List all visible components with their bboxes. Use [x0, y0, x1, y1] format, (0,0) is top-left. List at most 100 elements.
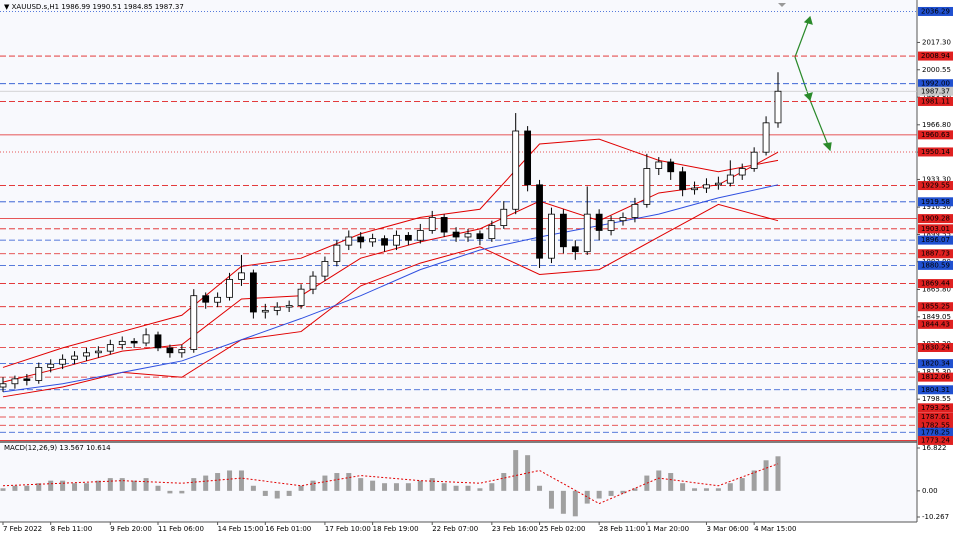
level-label: 1896.07 — [921, 236, 950, 244]
macd-bar — [644, 475, 650, 491]
level-box — [918, 435, 953, 445]
candle-body — [476, 233, 484, 240]
macd-bar — [763, 460, 769, 491]
level-label: 1880.59 — [921, 261, 950, 269]
level-label: 2036.29 — [921, 7, 950, 15]
candle-body — [703, 184, 710, 189]
bollinger-band — [2, 138, 779, 368]
level-box — [918, 130, 953, 140]
candle-body — [238, 272, 245, 280]
level-label: 1903.01 — [921, 225, 950, 233]
candle-body — [142, 334, 150, 344]
level-box — [918, 249, 953, 259]
x-tick-label: 28 Feb 11:00 — [599, 525, 645, 533]
macd-bar — [12, 485, 18, 491]
level-box — [918, 147, 953, 157]
candle-body — [285, 305, 293, 308]
level-box — [918, 427, 953, 437]
candle-body — [381, 238, 388, 246]
macd-y-tick-label: -10.267 — [922, 513, 949, 521]
x-tick-label: 4 Mar 15:00 — [754, 525, 796, 533]
y-tick-label: 1916.30 — [922, 203, 951, 211]
candle-body — [536, 184, 543, 259]
y-tick-label: 1865.80 — [922, 286, 951, 294]
y-tick-label: 2017.30 — [922, 38, 951, 46]
candle-body — [464, 233, 472, 238]
candle-body — [500, 208, 508, 226]
macd-bar — [465, 485, 471, 491]
macd-bar — [107, 478, 113, 491]
x-tick-label: 16 Feb 01:00 — [265, 525, 311, 533]
candle-body — [369, 238, 377, 243]
level-box — [918, 79, 953, 89]
level-box — [918, 235, 953, 245]
level-box — [918, 372, 953, 382]
candle-body — [571, 246, 579, 253]
level-label: 1909.28 — [921, 215, 950, 223]
candle-body — [261, 309, 269, 313]
macd-bar — [739, 478, 745, 491]
level-label: 1812.06 — [921, 373, 950, 381]
macd-bar — [95, 480, 101, 491]
macd-bar — [680, 483, 686, 491]
macd-bar — [715, 488, 721, 491]
candle-body — [118, 340, 126, 346]
macd-bar — [453, 485, 459, 491]
macd-bar — [179, 490, 185, 494]
candle-body — [35, 367, 43, 381]
macd-bar — [36, 483, 42, 491]
x-tick-label: 25 Feb 02:00 — [540, 525, 586, 533]
level-box — [918, 385, 953, 395]
candle-body — [0, 383, 7, 388]
macd-bar — [48, 480, 54, 491]
candle-body — [273, 306, 281, 311]
candle-body — [488, 225, 496, 240]
candle-body — [738, 168, 746, 176]
y-tick-label: 1933.30 — [922, 175, 951, 183]
level-box — [918, 181, 953, 191]
candle-body — [428, 217, 436, 231]
bollinger-band — [2, 203, 779, 398]
level-label: 1793.25 — [921, 404, 950, 412]
macd-title: MACD(12,26,9) 13.567 10.614 — [4, 444, 111, 452]
level-box — [918, 96, 953, 106]
level-box — [918, 214, 953, 224]
macd-bar — [238, 470, 244, 491]
macd-bar — [584, 490, 590, 504]
candle-body — [512, 130, 520, 210]
candle-body — [71, 355, 78, 360]
level-box — [918, 403, 953, 413]
x-tick-label: 1 Mar 20:00 — [647, 525, 689, 533]
moving-average — [2, 184, 779, 393]
level-box — [918, 342, 953, 352]
macd-bar — [608, 490, 614, 496]
x-tick-label: 9 Feb 20:00 — [110, 525, 151, 533]
macd-bar — [155, 485, 161, 491]
candle-body — [249, 272, 257, 313]
level-box — [918, 197, 953, 207]
level-box — [918, 224, 953, 234]
macd-bar — [382, 483, 388, 491]
x-tick-label: 7 Feb 2022 — [3, 525, 42, 533]
macd-bar — [322, 475, 328, 491]
macd-bar — [572, 490, 578, 517]
macd-bar — [596, 490, 602, 499]
level-label: 1782.55 — [921, 421, 950, 429]
level-label: 1820.34 — [921, 360, 950, 368]
level-label: 1869.44 — [921, 280, 950, 288]
candle-body — [559, 213, 567, 248]
candle-body — [130, 340, 138, 344]
macd-bar — [393, 483, 399, 491]
macd-bar — [24, 485, 30, 491]
candle-body — [166, 347, 174, 354]
candle-body — [83, 352, 90, 357]
candle-body — [214, 296, 222, 303]
macd-bar — [775, 456, 781, 491]
y-tick-label: 2000.55 — [922, 66, 951, 74]
level-label: 1960.63 — [921, 131, 950, 139]
level-label: 2008.94 — [921, 52, 950, 60]
level-label: 1981.11 — [921, 97, 950, 105]
candle-body — [59, 358, 67, 365]
macd-bar — [250, 485, 256, 491]
